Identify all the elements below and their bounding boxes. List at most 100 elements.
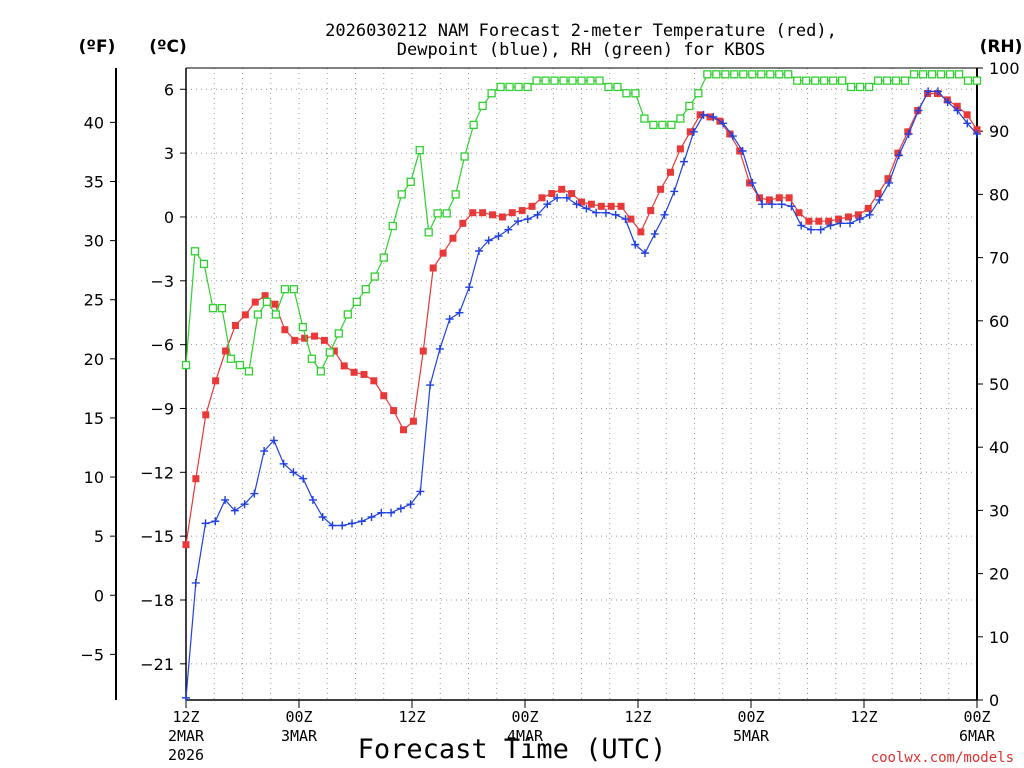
tick-labels: 630−3−6−9−12−15−18−214035302520151050−51… <box>80 59 1019 764</box>
rh-tick-label: 50 <box>989 375 1009 394</box>
fahrenheit-tick-label: 30 <box>84 232 104 251</box>
data-point <box>943 98 952 107</box>
data-point <box>334 329 343 338</box>
data-point <box>758 200 767 209</box>
data-point <box>538 194 546 202</box>
celsius-tick-label: 0 <box>164 208 174 227</box>
data-point <box>370 272 379 281</box>
celsius-tick-label: −21 <box>140 655 174 674</box>
fahrenheit-tick-label: 40 <box>84 113 104 132</box>
fahrenheit-tick-label: −5 <box>80 645 104 664</box>
x-tick-year-label: 2026 <box>168 746 204 764</box>
celsius-tick-label: −12 <box>140 463 174 482</box>
data-point <box>844 213 852 221</box>
data-point <box>429 264 437 272</box>
data-point <box>396 504 405 513</box>
data-point <box>894 151 903 160</box>
data-point <box>748 178 757 187</box>
data-point <box>604 82 613 92</box>
x-tick-day-label: 6MAR <box>959 727 996 745</box>
data-point <box>289 468 298 477</box>
data-point <box>835 215 843 223</box>
data-point <box>936 70 946 79</box>
data-point <box>647 207 655 215</box>
data-point <box>775 194 783 202</box>
data-point <box>874 190 882 198</box>
data-point <box>802 76 811 85</box>
data-point <box>699 110 708 119</box>
data-point <box>885 178 894 187</box>
data-point <box>377 508 386 517</box>
data-point <box>595 76 604 85</box>
data-point <box>211 517 220 526</box>
data-point <box>505 82 514 92</box>
x-tick-day-label: 4MAR <box>507 727 544 745</box>
data-point <box>558 185 566 193</box>
data-point <box>785 194 793 202</box>
data-point <box>298 322 308 332</box>
chart-title-line2: Dewpoint (blue), RH (green) for KBOS <box>397 40 765 60</box>
data-point <box>307 354 316 363</box>
data-point <box>685 101 694 111</box>
data-point <box>815 217 823 225</box>
data-point <box>730 70 739 79</box>
data-point <box>670 187 679 196</box>
data-point <box>784 70 793 79</box>
celsius-tick-label: −9 <box>150 399 174 418</box>
data-point <box>836 219 845 228</box>
data-point <box>891 76 901 85</box>
data-point <box>613 82 622 92</box>
data-point <box>192 475 200 483</box>
x-tick-hour-label: 00Z <box>963 708 990 726</box>
data-point <box>927 70 937 79</box>
data-point <box>543 200 552 209</box>
data-point <box>640 249 649 258</box>
data-point <box>426 381 435 390</box>
series-line <box>185 92 978 545</box>
data-point <box>728 132 737 141</box>
data-point <box>787 202 796 211</box>
data-point <box>455 308 464 317</box>
data-point <box>721 70 730 79</box>
celsius-tick-label: −18 <box>140 591 174 610</box>
data-point <box>397 190 406 199</box>
data-point <box>487 89 496 98</box>
data-point <box>400 426 408 434</box>
data-point <box>559 76 568 85</box>
data-point <box>244 367 254 376</box>
data-point <box>973 129 981 138</box>
data-point <box>719 119 728 128</box>
fahrenheit-tick-label: 20 <box>84 350 104 369</box>
data-point <box>281 326 289 334</box>
data-point <box>528 202 536 210</box>
data-point <box>208 304 218 313</box>
data-point <box>805 217 813 225</box>
data-point <box>597 202 605 210</box>
chart-title-line1: 2026030212 NAM Forecast 2-meter Temperat… <box>325 21 837 41</box>
data-point <box>900 76 910 85</box>
data-point <box>504 225 513 234</box>
data-point <box>182 693 190 702</box>
data-point <box>409 417 417 425</box>
data-point <box>820 76 829 85</box>
data-point <box>460 152 469 161</box>
data-point <box>271 300 279 308</box>
data-point <box>222 347 230 355</box>
data-point <box>666 168 674 176</box>
rh-tick-label: 20 <box>989 565 1009 584</box>
data-point <box>709 112 718 121</box>
data-point <box>478 101 487 111</box>
data-point <box>649 120 658 130</box>
data-point <box>631 240 640 249</box>
data-point <box>343 310 352 319</box>
data-point <box>689 127 698 136</box>
series-2 <box>181 70 982 376</box>
data-point <box>241 311 249 319</box>
data-point <box>601 208 610 217</box>
data-point <box>611 210 620 219</box>
data-point <box>357 517 366 526</box>
x-tick-day-label: 5MAR <box>733 727 770 745</box>
data-point <box>433 209 442 218</box>
data-point <box>622 89 631 98</box>
